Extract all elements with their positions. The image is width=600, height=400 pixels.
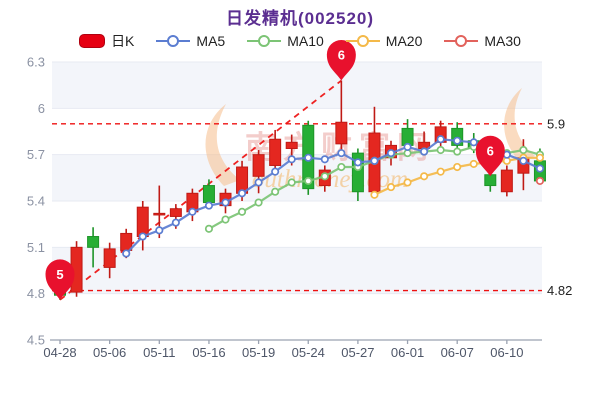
svg-text:4.5: 4.5 [27,333,45,348]
svg-text:06-07: 06-07 [441,345,474,360]
legend-label-ma5: MA5 [196,33,226,49]
svg-text:6: 6 [38,101,45,116]
svg-text:5.1: 5.1 [27,240,45,255]
legend: 日K MA5 MA10 MA20 MA30 [0,31,600,51]
candle-5 [136,206,149,238]
candle-13 [269,138,282,166]
legend-label-ma10: MA10 [287,33,324,49]
ma20-line-icon [345,35,380,47]
candle-27 [500,169,513,193]
legend-item-ma10[interactable]: MA10 [247,33,324,49]
x-axis: 04-28 05-06 05-11 05-16 05-19 05-24 05-27 06-01… [43,339,542,360]
svg-text:5: 5 [56,267,63,282]
svg-text:5.9: 5.9 [547,116,565,131]
svg-text:6: 6 [338,48,345,63]
balloon-marker [475,135,505,177]
svg-text:05-24: 05-24 [292,345,325,360]
candle-6 [153,212,166,216]
balloon-markers: 5 6 6 [45,40,505,300]
svg-text:6: 6 [487,143,494,158]
kline-swatch-icon [79,34,106,48]
svg-text:5.7: 5.7 [27,147,45,162]
legend-item-ma20[interactable]: MA20 [345,33,423,49]
svg-text:5.4: 5.4 [27,194,45,209]
balloon-marker [326,40,356,81]
legend-item-ma5[interactable]: MA5 [156,33,225,49]
legend-item-ma30[interactable]: MA30 [444,33,521,49]
candle-12 [252,154,265,177]
legend-label-dayk: 日K [111,33,135,49]
ma-line-ma30 [535,176,545,185]
svg-text:05-06: 05-06 [93,345,126,360]
svg-text:05-11: 05-11 [143,345,175,360]
balloon-marker [45,259,75,300]
candle-2 [87,236,100,248]
candle-14 [285,141,298,149]
legend-label-ma30: MA30 [484,33,521,49]
candle-7 [169,208,182,217]
ma-line-ma5 [122,135,545,258]
svg-text:05-27: 05-27 [341,345,374,360]
candle-17 [335,121,348,145]
svg-text:05-19: 05-19 [242,345,275,360]
reference-lines: 5.9 4.82 [52,116,572,298]
ma5-line-icon [156,35,191,47]
legend-item-dayk[interactable]: 日K [79,31,134,51]
candle-18 [351,152,364,193]
grid-bands [52,62,542,294]
candle-4 [120,232,133,251]
y-axis: 6.3 6 5.7 5.4 5.1 4.8 4.5 [27,55,45,348]
candle-26 [484,174,497,187]
candle-9 [202,185,215,204]
candle-21 [401,127,414,146]
legend-label-ma20: MA20 [385,33,423,49]
svg-text:06-01: 06-01 [391,345,424,360]
svg-text:04-28: 04-28 [43,345,76,360]
ma10-line-icon [247,35,282,47]
svg-text:05-16: 05-16 [192,345,225,360]
ma30-line-icon [444,35,479,47]
svg-text:6.3: 6.3 [27,55,45,70]
svg-text:4.8: 4.8 [27,286,45,301]
page-title: 日发精机(002520) [225,9,375,28]
svg-text:06-10: 06-10 [490,345,523,360]
candle-3 [103,248,116,268]
svg-text:4.82: 4.82 [547,283,572,298]
